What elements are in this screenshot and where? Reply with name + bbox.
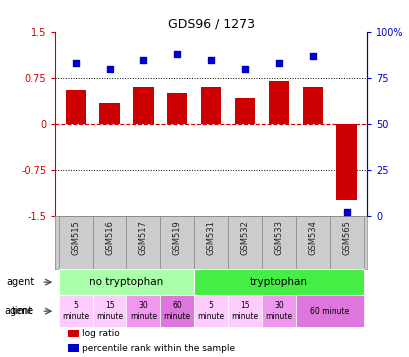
Point xyxy=(207,57,214,62)
Text: GSM531: GSM531 xyxy=(206,220,215,255)
Bar xyxy=(58,269,194,296)
Bar xyxy=(261,296,295,327)
Point xyxy=(173,51,180,57)
Text: 15
minute: 15 minute xyxy=(231,301,258,321)
Bar xyxy=(268,81,288,124)
Text: percentile rank within the sample: percentile rank within the sample xyxy=(82,344,234,353)
Point xyxy=(342,209,349,215)
Text: 5
minute: 5 minute xyxy=(62,301,89,321)
Text: time: time xyxy=(12,306,34,316)
Point xyxy=(309,53,315,59)
Bar xyxy=(58,296,92,327)
Text: GSM533: GSM533 xyxy=(274,220,283,255)
Bar xyxy=(67,344,79,352)
Bar xyxy=(194,269,363,296)
Bar xyxy=(194,296,227,327)
Point xyxy=(106,66,112,72)
Text: agent: agent xyxy=(6,277,34,287)
Bar xyxy=(92,216,126,269)
Bar xyxy=(126,216,160,269)
Point xyxy=(241,66,248,72)
Text: GSM515: GSM515 xyxy=(71,220,80,255)
Bar xyxy=(58,216,92,269)
Text: 60
minute: 60 minute xyxy=(163,301,190,321)
Bar xyxy=(234,98,254,124)
Bar xyxy=(126,296,160,327)
Text: tryptophan: tryptophan xyxy=(249,277,307,287)
Bar xyxy=(329,216,363,269)
Text: 15
minute: 15 minute xyxy=(96,301,123,321)
Bar xyxy=(200,87,221,124)
Text: GSM565: GSM565 xyxy=(341,220,350,255)
Bar xyxy=(92,296,126,327)
Bar xyxy=(160,216,194,269)
Bar xyxy=(160,296,194,327)
Text: log ratio: log ratio xyxy=(82,329,119,338)
Point xyxy=(72,60,79,66)
Bar xyxy=(67,330,79,337)
Bar xyxy=(194,216,227,269)
Bar xyxy=(295,296,363,327)
Text: 30
minute: 30 minute xyxy=(265,301,292,321)
Point xyxy=(140,57,146,62)
Bar xyxy=(302,87,322,124)
Bar xyxy=(295,216,329,269)
Bar xyxy=(227,216,261,269)
Text: 60 minute: 60 minute xyxy=(309,307,348,316)
Text: agent: agent xyxy=(4,306,32,316)
Text: 30
minute: 30 minute xyxy=(130,301,157,321)
Bar xyxy=(261,216,295,269)
Text: GSM519: GSM519 xyxy=(172,220,181,255)
Bar xyxy=(65,90,85,124)
Text: GSM517: GSM517 xyxy=(139,220,148,255)
Point xyxy=(275,60,281,66)
Bar xyxy=(336,124,356,200)
Bar xyxy=(133,87,153,124)
Bar xyxy=(227,296,261,327)
Text: 5
minute: 5 minute xyxy=(197,301,224,321)
Text: GSM516: GSM516 xyxy=(105,220,114,255)
Bar xyxy=(99,102,119,124)
Text: GSM534: GSM534 xyxy=(308,220,317,255)
Text: no tryptophan: no tryptophan xyxy=(89,277,163,287)
Bar xyxy=(167,93,187,124)
Title: GDS96 / 1273: GDS96 / 1273 xyxy=(167,18,254,31)
Text: GSM532: GSM532 xyxy=(240,220,249,255)
